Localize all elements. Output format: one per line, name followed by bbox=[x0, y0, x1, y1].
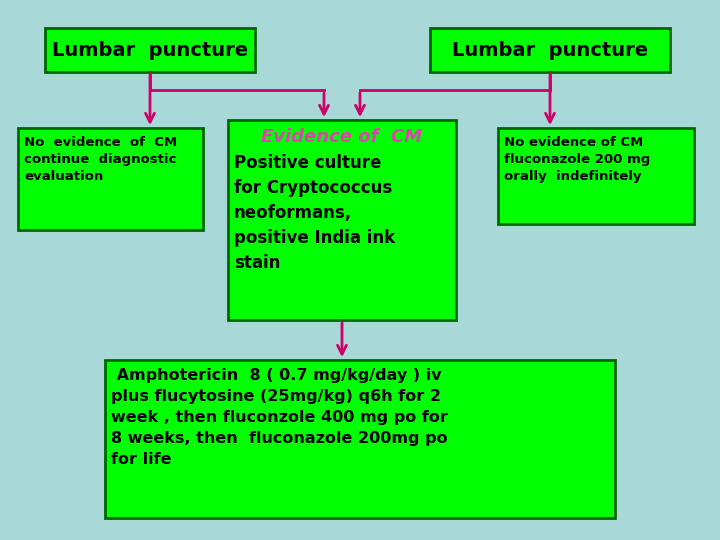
Text: Evidence of  CM: Evidence of CM bbox=[261, 128, 423, 146]
FancyBboxPatch shape bbox=[498, 128, 694, 224]
Text: Lumbar  puncture: Lumbar puncture bbox=[452, 40, 648, 59]
FancyBboxPatch shape bbox=[228, 120, 456, 320]
Text: No  evidence  of  CM
continue  diagnostic
evaluation: No evidence of CM continue diagnostic ev… bbox=[24, 136, 177, 183]
Text: Positive culture
for Cryptococcus
neoformans,
positive India ink
stain: Positive culture for Cryptococcus neofor… bbox=[234, 154, 395, 272]
FancyBboxPatch shape bbox=[430, 28, 670, 72]
FancyBboxPatch shape bbox=[18, 128, 203, 230]
FancyBboxPatch shape bbox=[45, 28, 255, 72]
FancyBboxPatch shape bbox=[105, 360, 615, 518]
Text: Amphotericin  8 ( 0.7 mg/kg/day ) iv
plus flucytosine (25mg/kg) q6h for 2
week ,: Amphotericin 8 ( 0.7 mg/kg/day ) iv plus… bbox=[111, 368, 448, 467]
Text: Lumbar  puncture: Lumbar puncture bbox=[52, 40, 248, 59]
Text: No evidence of CM
fluconazole 200 mg
orally  indefinitely: No evidence of CM fluconazole 200 mg ora… bbox=[504, 136, 650, 183]
